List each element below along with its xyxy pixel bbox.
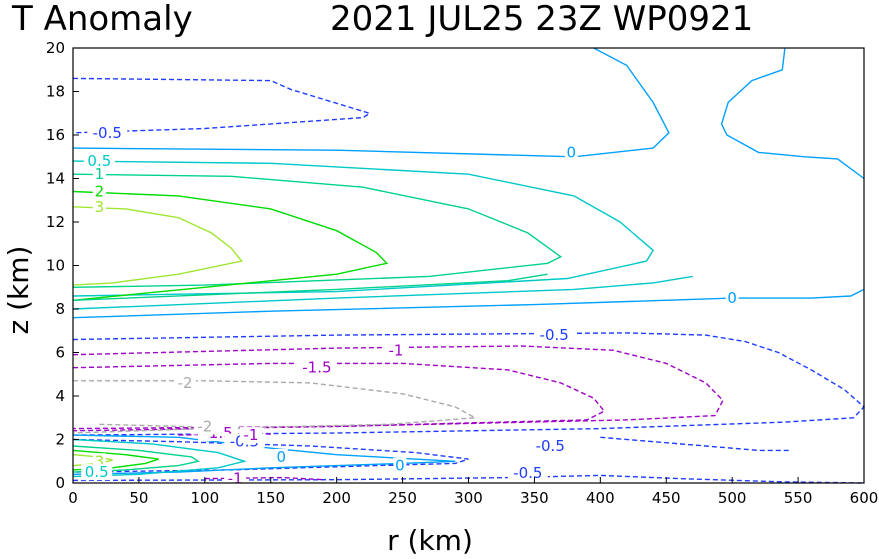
contour-line--2	[72, 380, 478, 434]
x-tick-label: 400	[586, 489, 615, 507]
contour-label-bg	[193, 418, 216, 435]
contour-label-bg	[530, 438, 571, 455]
contour-line-0p5	[72, 275, 693, 310]
contour-label: 1	[95, 165, 105, 183]
contour-label-bg	[274, 448, 288, 465]
contour-line-1	[72, 173, 563, 288]
y-tick-label: 16	[46, 126, 65, 144]
contour-label-bg	[92, 198, 106, 215]
contour-line-0p5	[72, 438, 247, 478]
x-tick-label: 500	[718, 489, 747, 507]
y-tick-label: 14	[46, 170, 65, 188]
contour-label-bg	[564, 144, 578, 161]
contour-label: -0.5	[540, 326, 569, 344]
contour-lines	[72, 47, 866, 484]
contour-line-2	[72, 190, 389, 301]
contour-label-bg	[81, 464, 113, 481]
contour-label-bg	[393, 457, 407, 474]
contour-line-0	[72, 47, 670, 158]
x-tick-label: 350	[520, 489, 549, 507]
contour-line-1	[72, 445, 200, 473]
x-tick-label: 200	[322, 489, 351, 507]
x-tick-label: 250	[388, 489, 417, 507]
contour-label: 3	[95, 452, 105, 470]
contour-label: -1	[228, 470, 243, 488]
contour-label: 0.5	[85, 463, 109, 481]
x-tick-label: 100	[191, 489, 220, 507]
y-tick-label: 10	[46, 257, 65, 275]
contour-label: -0.5	[536, 437, 565, 455]
x-axis-label: r (km)	[387, 524, 473, 557]
contour-label-bg	[92, 166, 106, 183]
contour-label: 0	[277, 448, 287, 466]
contour-line--0p5	[72, 474, 865, 484]
y-tick-label: 18	[46, 83, 65, 101]
y-tick-label: 20	[46, 39, 65, 57]
contour-line-3	[72, 206, 243, 286]
contour-label-bg	[239, 427, 262, 444]
y-tick-label: 6	[55, 344, 65, 362]
x-tick-label: 50	[129, 489, 148, 507]
x-axis-ticks: 0 50 100 150 200 250 300 350 400 450 500 550 600	[68, 477, 878, 507]
contour-label: 0	[395, 457, 405, 475]
contour-label: 2	[95, 183, 105, 201]
x-tick-label: 600	[850, 489, 879, 507]
y-tick-label: 4	[55, 387, 65, 405]
contour-label-bg	[83, 153, 115, 170]
contour-label-bg	[534, 327, 575, 344]
contour-label: 3	[95, 198, 105, 216]
x-tick-label: 150	[256, 489, 285, 507]
x-tick-label: 550	[784, 489, 813, 507]
y-tick-label: 2	[55, 431, 65, 449]
contour-label-bg	[174, 374, 197, 391]
contour-label-bg	[87, 124, 128, 141]
contour-label-bg	[507, 465, 548, 482]
contour-label-bg	[92, 183, 106, 200]
contour-line--0p5	[72, 77, 372, 134]
x-tick-label: 300	[454, 489, 483, 507]
contour-line--0p5	[72, 332, 866, 436]
contour-line--0p5	[600, 436, 792, 452]
y-tick-label: 8	[55, 300, 65, 318]
x-tick-label: 450	[652, 489, 681, 507]
contour-label: 0	[727, 289, 737, 307]
contour-label: 0.5	[87, 152, 111, 170]
chart-title-right: 2021 JUL25 23Z WP0921	[330, 0, 753, 39]
contour-label-bg	[725, 290, 739, 307]
contour-line--1p5	[72, 362, 606, 432]
contour-line-1	[72, 273, 548, 301]
contour-label: -2	[197, 417, 212, 435]
contour-label: -1	[389, 341, 404, 359]
plot-frame	[72, 47, 865, 484]
contour-label: 0	[567, 143, 577, 161]
contour-line-0	[720, 47, 865, 180]
contour-label: -0.5	[513, 464, 542, 482]
contour-line--0p5	[72, 438, 469, 473]
x-tick-label: 0	[68, 489, 78, 507]
y-axis-ticks: 0 2 4 6 8 10 12 14 16 18 20	[46, 39, 79, 492]
contour-label: -1	[243, 426, 258, 444]
y-tick-label: 12	[46, 213, 65, 231]
contour-label-bg	[384, 342, 407, 359]
contour-label: -2	[178, 374, 193, 392]
contour-line-0p5	[72, 160, 655, 297]
y-axis-label: z (km)	[2, 246, 35, 335]
contour-line--1	[204, 476, 324, 481]
contour-label-bg	[296, 359, 337, 376]
contour-label: -0.5	[93, 124, 122, 142]
contour-labels: -0.500.51230-0.5-1-1.5-2-1.5-0.500-0.5-0…	[81, 124, 739, 488]
y-tick-label: 0	[55, 474, 65, 492]
contour-label: -1.5	[302, 359, 331, 377]
chart-title-left: T Anomaly	[11, 0, 193, 39]
